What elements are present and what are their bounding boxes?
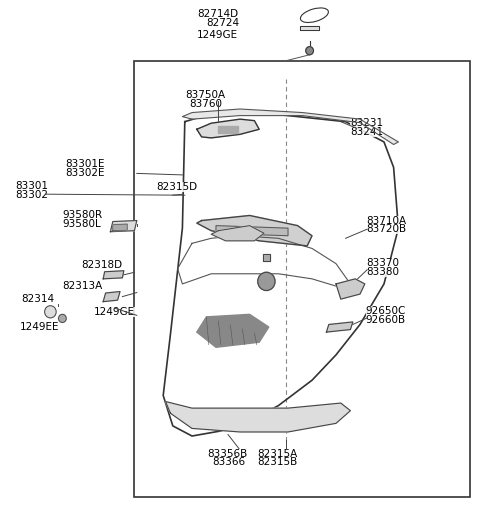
Polygon shape	[336, 279, 365, 299]
Text: 82724: 82724	[206, 18, 240, 28]
Polygon shape	[300, 26, 319, 30]
Text: 83720B: 83720B	[366, 224, 406, 234]
Text: 82314: 82314	[22, 294, 55, 304]
Text: 1249EE: 1249EE	[20, 321, 60, 332]
Text: 83301E: 83301E	[65, 159, 104, 169]
Text: 93580R: 93580R	[62, 210, 103, 220]
Text: 83760: 83760	[190, 99, 223, 109]
Text: 82315A: 82315A	[257, 449, 297, 459]
FancyBboxPatch shape	[134, 61, 470, 497]
Polygon shape	[113, 224, 127, 231]
Polygon shape	[103, 271, 124, 279]
Text: 83370: 83370	[366, 258, 399, 268]
Polygon shape	[263, 254, 270, 261]
Polygon shape	[110, 221, 137, 232]
Circle shape	[258, 272, 275, 291]
Polygon shape	[103, 292, 120, 302]
Text: 82318D: 82318D	[82, 260, 123, 270]
Polygon shape	[326, 322, 353, 332]
Text: 83356B: 83356B	[207, 449, 248, 459]
Polygon shape	[197, 119, 259, 138]
Text: 83231: 83231	[350, 118, 384, 128]
Polygon shape	[197, 314, 269, 347]
Text: 82714D: 82714D	[197, 9, 238, 19]
Text: 1249GE: 1249GE	[94, 307, 135, 317]
Text: 92650C: 92650C	[366, 306, 406, 316]
Polygon shape	[216, 226, 288, 236]
Text: 83750A: 83750A	[185, 90, 225, 100]
Circle shape	[45, 306, 56, 318]
Text: 82313A: 82313A	[62, 281, 103, 292]
Polygon shape	[182, 109, 398, 144]
Ellipse shape	[300, 8, 328, 22]
Polygon shape	[211, 226, 264, 241]
Text: 83366: 83366	[212, 457, 245, 467]
Text: 83302: 83302	[15, 190, 48, 200]
Polygon shape	[197, 215, 312, 246]
Text: 1249GE: 1249GE	[197, 30, 238, 41]
Text: 83301: 83301	[15, 181, 48, 191]
Text: 83710A: 83710A	[366, 215, 406, 226]
Polygon shape	[166, 402, 350, 432]
Text: 83241: 83241	[350, 127, 384, 137]
Text: 83380: 83380	[366, 267, 399, 277]
Text: 83302E: 83302E	[65, 168, 104, 178]
Circle shape	[306, 47, 313, 55]
Text: 82315D: 82315D	[156, 182, 197, 192]
Text: 82315B: 82315B	[257, 457, 297, 467]
Circle shape	[59, 314, 66, 322]
Polygon shape	[218, 126, 238, 133]
Text: 92660B: 92660B	[366, 315, 406, 325]
Text: 93580L: 93580L	[62, 219, 101, 229]
